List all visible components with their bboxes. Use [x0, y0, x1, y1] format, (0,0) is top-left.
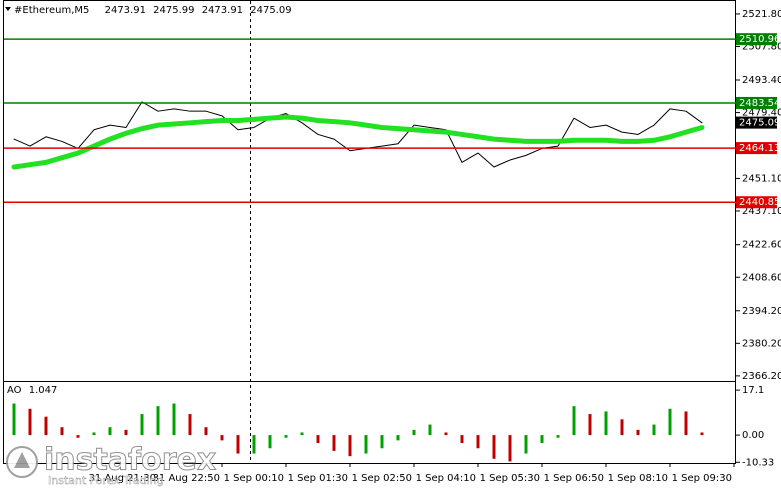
x-tick-label: 1 Sep 04:10 — [416, 473, 476, 484]
ao-bar — [444, 432, 448, 436]
ao-bar — [476, 435, 480, 449]
x-tick-label: 1 Sep 09:30 — [672, 473, 732, 484]
ao-bar — [60, 427, 64, 436]
ao-bar — [668, 408, 672, 436]
y-tick-label: 2366.20 — [742, 371, 781, 382]
ao-bar — [188, 414, 192, 436]
x-tick-label: 1 Sep 06:50 — [544, 473, 604, 484]
ao-bar — [380, 435, 384, 449]
y-tick-label: 2493.40 — [742, 75, 781, 86]
y-tick-label: 0.00 — [742, 430, 764, 441]
y-tick-label: 2380.20 — [742, 338, 781, 349]
ao-bar — [540, 435, 544, 443]
watermark-brand: instaforex — [44, 443, 216, 478]
ao-bar — [92, 432, 96, 436]
frame — [3, 0, 736, 464]
low: 2473.91 — [202, 5, 243, 16]
ao-bar — [76, 435, 80, 438]
ao-header: AO 1.047 — [7, 385, 57, 396]
x-tick-label: 1 Sep 01:30 — [288, 473, 348, 484]
ao-bar — [300, 432, 304, 436]
ao-bar — [332, 435, 336, 451]
ao-bar — [156, 406, 160, 436]
ao-bar — [252, 435, 256, 454]
y-tick-label: 17.1 — [742, 385, 764, 396]
ao-bar — [348, 435, 352, 457]
ao-bar — [652, 424, 656, 436]
ao-bar — [124, 429, 128, 436]
x-tick-label: 31 Aug 22:50 — [153, 473, 220, 484]
ao-bar — [28, 408, 32, 436]
ao-bar — [268, 435, 272, 449]
ao-bar — [12, 403, 16, 436]
price-line — [13, 101, 703, 168]
symbol: #Ethereum,M5 — [14, 5, 89, 16]
y-tick-label: 2437.10 — [742, 206, 781, 217]
y-tick-label: 2422.60 — [742, 240, 781, 251]
x-tick-label: 1 Sep 02:50 — [352, 473, 412, 484]
watermark-logo-mark — [14, 452, 30, 468]
ao-bar — [172, 403, 176, 436]
last-price-label: 2475.09 — [739, 118, 780, 129]
y-tick-label: 2479.40 — [742, 108, 781, 119]
y-tick-label: 2394.20 — [742, 306, 781, 317]
level-label: 2440.85 — [739, 197, 780, 208]
ao-title: AO — [7, 385, 22, 396]
ao-bar — [316, 435, 320, 443]
ao-bar — [508, 435, 512, 462]
ao-bar — [588, 414, 592, 436]
ao-bar — [460, 435, 464, 443]
y-tick-label: 2451.10 — [742, 173, 781, 184]
level-label: 2510.96 — [739, 34, 780, 45]
ao-bar — [700, 432, 704, 436]
ao-bar — [412, 429, 416, 436]
y-tick-label: -10.33 — [742, 457, 774, 468]
level-label-box — [736, 196, 777, 209]
header: #Ethereum,M5 2473.91 2475.99 2473.91 247… — [14, 5, 292, 16]
ao-bar — [284, 435, 288, 438]
high: 2475.99 — [153, 5, 194, 16]
ao-bar — [556, 435, 560, 438]
ao-bar — [364, 435, 368, 454]
ao-bar — [572, 406, 576, 436]
y-tick-label: 2507.80 — [742, 42, 781, 53]
y-tick-label: 2408.60 — [742, 272, 781, 283]
ao-bar — [428, 424, 432, 436]
level-label-box — [736, 96, 777, 109]
x-tick-label: 31 Aug 21:30 — [89, 473, 156, 484]
ao-bar — [636, 429, 640, 436]
x-tick-label: 1 Sep 00:10 — [224, 473, 284, 484]
ao-bar — [524, 435, 528, 454]
watermark-tagline: Instant Forex Trading — [48, 474, 164, 487]
moving-average — [11, 114, 705, 170]
ao-bar — [492, 435, 496, 459]
ao-bar — [44, 416, 48, 436]
level-label-box — [736, 142, 777, 155]
ao-bar — [236, 435, 240, 454]
y-tick-label: 2521.80 — [742, 9, 781, 20]
ao-bar — [684, 411, 688, 436]
ao-bar — [620, 419, 624, 436]
ao-bar — [108, 427, 112, 436]
ao-bar — [604, 411, 608, 436]
ao-bar — [204, 427, 208, 436]
x-tick-label: 1 Sep 05:30 — [480, 473, 540, 484]
x-tick-label: 1 Sep 08:10 — [608, 473, 668, 484]
ao-bar — [220, 435, 224, 441]
close: 2475.09 — [250, 5, 291, 16]
level-label-box — [736, 33, 777, 46]
open: 2473.91 — [105, 5, 146, 16]
ao-value: 1.047 — [29, 385, 58, 396]
level-label: 2483.54 — [739, 98, 780, 109]
ao-bar — [396, 435, 400, 441]
ao-bar — [140, 414, 144, 436]
menu-icon — [5, 7, 11, 11]
level-label: 2464.13 — [739, 143, 780, 154]
last-price-box — [736, 116, 777, 129]
